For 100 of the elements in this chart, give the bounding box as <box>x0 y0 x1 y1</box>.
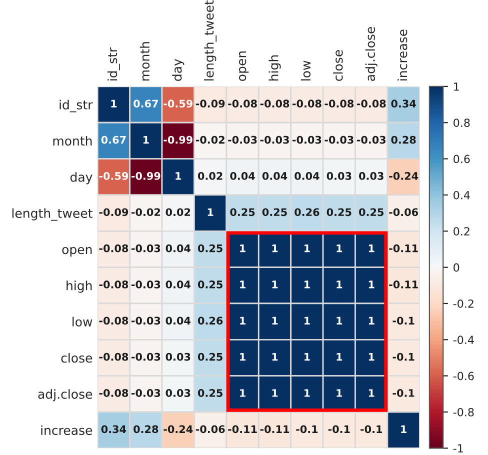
data-label: 0.25 <box>262 208 287 216</box>
data-label: -0.06 <box>389 208 418 216</box>
data-label: 0.26 <box>294 208 320 216</box>
data-label: 0.03 <box>166 389 190 397</box>
data-label: 0.25 <box>198 389 222 397</box>
y-tick-label: id_str <box>60 100 93 112</box>
data-label: -0.06 <box>196 425 225 434</box>
data-label: 1 <box>111 100 117 108</box>
data-label: -0.08 <box>292 100 322 108</box>
data-label: 0.28 <box>134 425 158 434</box>
data-label: 1 <box>272 316 278 324</box>
data-label: 0.03 <box>359 172 384 180</box>
data-label: -0.08 <box>99 244 128 252</box>
data-label: 1 <box>272 244 278 252</box>
data-label: 1 <box>336 316 342 324</box>
y-tick-label: adj.close <box>38 389 92 402</box>
y-tick-label: day <box>70 172 92 184</box>
data-label: -0.03 <box>131 280 160 288</box>
x-tick-label: low <box>300 60 311 80</box>
data-label: 1 <box>336 280 342 288</box>
data-label: 1 <box>336 244 342 252</box>
data-label: 1 <box>368 353 374 361</box>
data-label: -0.1 <box>392 352 414 361</box>
data-label: 1 <box>336 353 342 361</box>
y-tick-label: month <box>53 136 92 146</box>
data-label: -0.08 <box>99 316 128 325</box>
data-label: 0.25 <box>198 352 222 361</box>
x-tick-label: close <box>333 50 343 81</box>
data-label: 1 <box>240 244 246 252</box>
data-label: 0.28 <box>391 136 416 144</box>
data-label: -0.08 <box>99 280 128 288</box>
data-label: 1 <box>272 280 278 288</box>
y-tick-label: length_tweet <box>12 208 92 221</box>
x-tick-label: id_str <box>107 47 120 80</box>
x-tick-label: day <box>172 58 184 81</box>
data-label: -0.08 <box>99 352 128 361</box>
data-label: -0.02 <box>131 208 160 216</box>
data-label: 1 <box>368 316 374 324</box>
data-label: -0.11 <box>389 280 418 288</box>
data-label: -0.08 <box>260 100 290 108</box>
data-label: 1 <box>401 425 406 433</box>
data-label: 1 <box>208 208 214 216</box>
data-label: -0.08 <box>228 100 257 108</box>
data-label: 0.04 <box>166 280 190 288</box>
data-label: -0.03 <box>131 389 160 397</box>
y-tick-label: open <box>62 246 92 257</box>
data-label: -0.09 <box>99 208 128 216</box>
data-label: -0.08 <box>356 100 386 108</box>
data-label: 1 <box>336 389 342 397</box>
data-label: -0.59 <box>99 172 128 180</box>
data-label: -0.24 <box>389 172 418 180</box>
x-tick-label: adj.close <box>365 27 378 81</box>
data-label: -0.1 <box>360 425 382 434</box>
color-bar-label: -1 <box>453 444 463 452</box>
data-label: -0.03 <box>292 136 322 144</box>
data-label: 0.26 <box>198 316 223 325</box>
data-label: -0.08 <box>99 389 128 397</box>
data-label: -0.59 <box>164 100 192 108</box>
data-label: 1 <box>176 172 182 180</box>
data-label: -0.09 <box>196 100 225 108</box>
data-label: -0.03 <box>324 136 354 144</box>
data-label: -0.11 <box>228 425 257 434</box>
data-label: 1 <box>272 389 278 397</box>
data-label: 1 <box>368 244 374 252</box>
data-label: 1 <box>304 389 310 397</box>
data-label: 0.02 <box>166 208 190 216</box>
data-label: 0.34 <box>101 425 126 434</box>
y-tick-label: close <box>61 352 92 363</box>
data-label: 0.04 <box>166 316 190 325</box>
x-tick-label: month <box>140 42 150 80</box>
data-label: -0.99 <box>131 172 160 180</box>
y-tick-label: high <box>66 280 92 293</box>
x-tick-label: length_tweet <box>204 0 217 80</box>
data-label: -0.24 <box>164 425 193 434</box>
data-label: -0.03 <box>356 136 386 144</box>
data-label: 0.04 <box>166 244 190 252</box>
data-label: 0.25 <box>326 208 352 216</box>
data-label: 0.34 <box>391 100 416 108</box>
data-label: 0.25 <box>198 244 222 252</box>
color-bar-label: 1 <box>454 82 459 91</box>
color-bar-label: 0.2 <box>454 227 470 236</box>
data-label: -0.03 <box>228 136 257 144</box>
color-bar-label: -0.6 <box>453 372 474 380</box>
data-label: -0.1 <box>328 425 350 434</box>
data-label: 0.03 <box>166 352 190 361</box>
data-label: -0.99 <box>164 136 192 144</box>
data-label: -0.11 <box>260 425 290 434</box>
color-bar-label: -0.2 <box>453 299 474 308</box>
data-label: -0.11 <box>389 244 418 252</box>
data-label: -0.1 <box>392 389 414 397</box>
data-label: 1 <box>368 389 374 397</box>
data-label: 0.25 <box>359 208 384 216</box>
data-label: 0.67 <box>134 100 158 108</box>
data-label: -0.03 <box>131 352 160 361</box>
data-label: 1 <box>240 280 246 288</box>
x-tick-label: high <box>268 55 281 80</box>
data-label: 0.04 <box>230 172 255 180</box>
color-bar-label: -0.4 <box>453 336 474 344</box>
color-bar-label: 0.4 <box>454 190 470 200</box>
data-label: 1 <box>240 353 246 361</box>
